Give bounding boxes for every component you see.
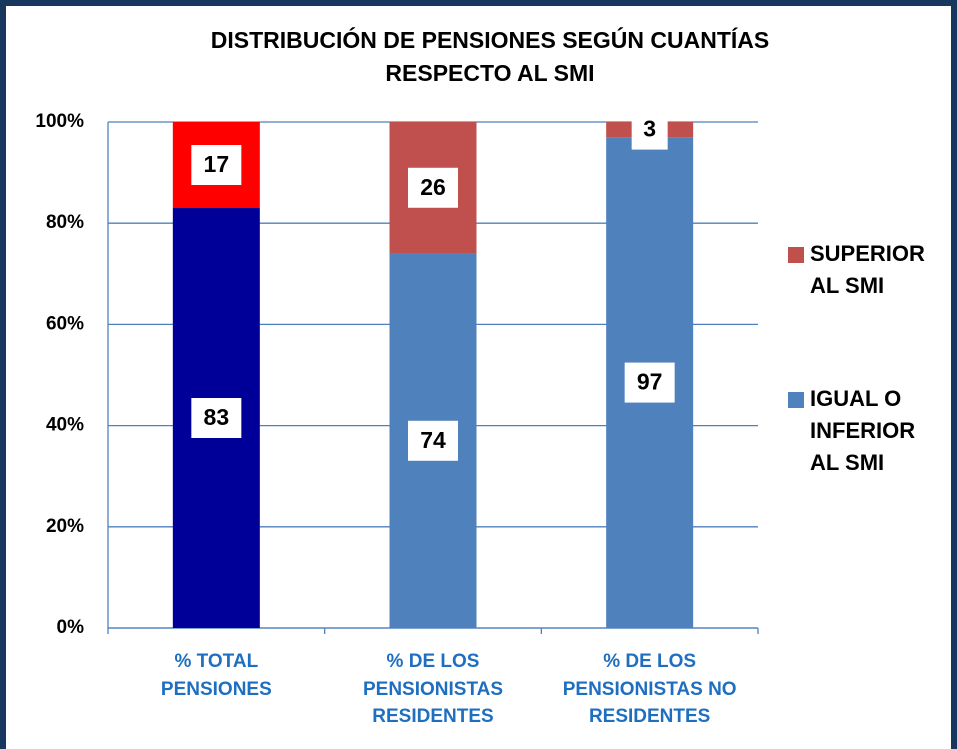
legend-swatch xyxy=(788,247,804,263)
legend-label: SUPERIOR AL SMI xyxy=(810,241,925,298)
data-label-box xyxy=(408,167,458,208)
legend-label: IGUAL O INFERIOR AL SMI xyxy=(810,386,916,475)
chart-area xyxy=(6,6,951,749)
y-tick-label: 0% xyxy=(57,617,85,638)
y-tick-label: 20% xyxy=(46,516,84,537)
y-tick-label: 80% xyxy=(46,212,84,233)
data-label: 26 xyxy=(420,174,446,200)
data-label: 97 xyxy=(637,369,663,395)
x-tick-label: % DE LOS PENSIONISTAS RESIDENTES xyxy=(362,651,504,728)
data-label: 3 xyxy=(643,116,656,142)
data-label-box xyxy=(631,109,668,150)
data-label: 17 xyxy=(204,151,230,177)
data-label-box xyxy=(191,145,242,186)
data-label: 74 xyxy=(420,427,446,453)
chart-title: DISTRIBUCIÓN DE PENSIONES SEGÚN CUANTÍAS… xyxy=(210,27,770,87)
data-label-box xyxy=(408,420,458,461)
data-label-box xyxy=(191,398,242,439)
x-tick-label: % TOTAL PENSIONES xyxy=(160,651,272,700)
x-tick-label: % DE LOS PENSIONISTAS NO RESIDENTES xyxy=(562,651,737,728)
data-label-box xyxy=(624,362,675,403)
y-tick-label: 100% xyxy=(35,111,84,132)
legend-swatch xyxy=(788,392,804,408)
data-label: 83 xyxy=(204,404,230,430)
y-tick-label: 40% xyxy=(46,415,84,436)
y-tick-label: 60% xyxy=(46,313,84,334)
